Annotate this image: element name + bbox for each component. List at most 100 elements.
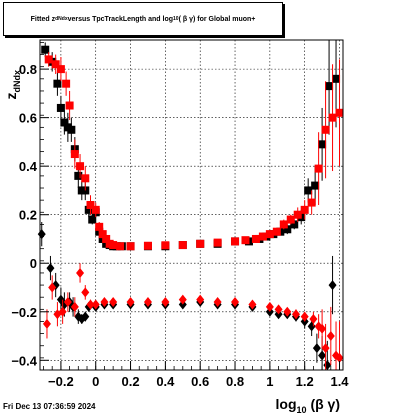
series-3 bbox=[37, 221, 337, 371]
data-point-diamond bbox=[126, 297, 135, 308]
data-point-square bbox=[76, 162, 85, 171]
data-point-diamond bbox=[323, 360, 332, 371]
data-point-square bbox=[161, 241, 170, 250]
data-point-diamond bbox=[335, 352, 344, 363]
y-tick-label: −0.4 bbox=[11, 353, 37, 368]
data-point-square bbox=[314, 164, 323, 173]
data-point-square bbox=[258, 232, 267, 241]
y-tick-label: 0.8 bbox=[19, 62, 37, 77]
data-point-square bbox=[231, 237, 240, 246]
data-point-diamond bbox=[76, 267, 85, 278]
data-point-diamond bbox=[265, 301, 274, 312]
data-point-square bbox=[311, 181, 320, 190]
data-point-square bbox=[328, 113, 337, 122]
data-point-diamond bbox=[48, 282, 57, 293]
data-point-square bbox=[321, 125, 330, 134]
data-point-square bbox=[60, 118, 69, 127]
x-tick-label: 1 bbox=[266, 374, 273, 389]
data-point-square bbox=[44, 55, 53, 64]
data-point-square bbox=[318, 140, 327, 149]
x-tick-label: 0.2 bbox=[122, 374, 140, 389]
data-point-square bbox=[283, 225, 292, 234]
chart-title: Fitted z dNdx versus TpcTrackLength and l… bbox=[4, 3, 282, 35]
y-tick-label: 0.2 bbox=[19, 208, 37, 223]
x-tick-label: 1.4 bbox=[330, 374, 349, 389]
y-tick-label: 0.4 bbox=[19, 159, 38, 174]
axis-ticks: −0.2 0 0.2 0.4 0.6 0.8 1 1.2 1.4 −0.4 −0.2 0 0.2 0.4 0… bbox=[11, 42, 349, 389]
data-point-diamond bbox=[274, 304, 283, 315]
data-point-diamond bbox=[46, 263, 55, 274]
data-point-square bbox=[102, 234, 111, 243]
data-point-diamond bbox=[318, 350, 327, 361]
data-point-square bbox=[293, 210, 302, 219]
data-point-square bbox=[88, 215, 97, 224]
data-point-square bbox=[67, 125, 76, 134]
series-1 bbox=[41, 40, 341, 251]
title-prefix: Fitted z bbox=[30, 15, 56, 23]
data-point-diamond bbox=[291, 309, 300, 320]
data-point-diamond bbox=[318, 323, 327, 334]
data-point-diamond bbox=[248, 299, 257, 310]
data-point-square bbox=[116, 242, 125, 251]
y-tick-label: 0.6 bbox=[19, 111, 37, 126]
x-tick-label: 0.6 bbox=[191, 374, 209, 389]
data-point-square bbox=[279, 220, 288, 229]
data-point-square bbox=[53, 79, 62, 88]
data-point-square bbox=[56, 103, 65, 112]
data-point-square bbox=[81, 174, 90, 183]
series-4 bbox=[42, 263, 344, 370]
x-axis-label: log10 (β γ) bbox=[276, 396, 340, 414]
data-point-diamond bbox=[300, 311, 309, 322]
data-point-square bbox=[241, 236, 250, 245]
data-point-diamond bbox=[178, 294, 187, 305]
data-point-square bbox=[41, 45, 50, 54]
data-point-square bbox=[213, 238, 222, 247]
data-point-square bbox=[300, 205, 309, 214]
data-point-square bbox=[74, 171, 83, 180]
data-point-diamond bbox=[63, 297, 72, 308]
x-tick-label: 0 bbox=[92, 374, 99, 389]
data-point-diamond bbox=[231, 297, 240, 308]
data-point-square bbox=[304, 186, 313, 195]
timestamp-footer: Fri Dec 13 07:36:59 2024 bbox=[3, 402, 96, 411]
data-point-diamond bbox=[42, 318, 51, 329]
data-point-square bbox=[286, 215, 295, 224]
data-point-square bbox=[335, 108, 344, 117]
data-point-diamond bbox=[91, 299, 100, 310]
title-middle: versus TpcTrackLength and log bbox=[67, 15, 174, 23]
data-point-square bbox=[332, 74, 341, 83]
data-point-diamond bbox=[81, 311, 90, 322]
y-axis-label: zdNdx bbox=[3, 70, 22, 100]
data-point-diamond bbox=[100, 297, 109, 308]
y-tick-label: −0.2 bbox=[11, 305, 37, 320]
data-point-diamond bbox=[37, 229, 46, 240]
data-point-square bbox=[265, 230, 274, 239]
data-point-square bbox=[126, 242, 135, 251]
data-point-diamond bbox=[70, 301, 79, 312]
data-point-square bbox=[196, 239, 205, 248]
data-point-diamond bbox=[326, 331, 335, 342]
data-point-square bbox=[98, 230, 107, 239]
data-point-square bbox=[51, 60, 60, 69]
data-point-square bbox=[272, 227, 281, 236]
title-subscript-10: 10 bbox=[173, 16, 179, 22]
data-point-diamond bbox=[312, 343, 321, 354]
data-point-diamond bbox=[143, 297, 152, 308]
data-point-diamond bbox=[196, 294, 205, 305]
data-point-square bbox=[95, 222, 104, 231]
data-point-diamond bbox=[307, 321, 316, 332]
data-point-square bbox=[290, 220, 299, 229]
data-point-square bbox=[84, 205, 93, 214]
x-tick-label: −0.2 bbox=[48, 374, 74, 389]
data-point-diamond bbox=[321, 343, 330, 354]
data-point-square bbox=[307, 198, 316, 207]
data-point-diamond bbox=[81, 287, 90, 298]
data-point-square bbox=[91, 205, 100, 214]
data-point-diamond bbox=[58, 306, 67, 317]
data-point-square bbox=[325, 82, 334, 91]
data-point-square bbox=[65, 101, 74, 110]
data-point-square bbox=[86, 201, 95, 209]
x-tick-label: 1.2 bbox=[296, 374, 314, 389]
data-point-diamond bbox=[86, 299, 95, 310]
